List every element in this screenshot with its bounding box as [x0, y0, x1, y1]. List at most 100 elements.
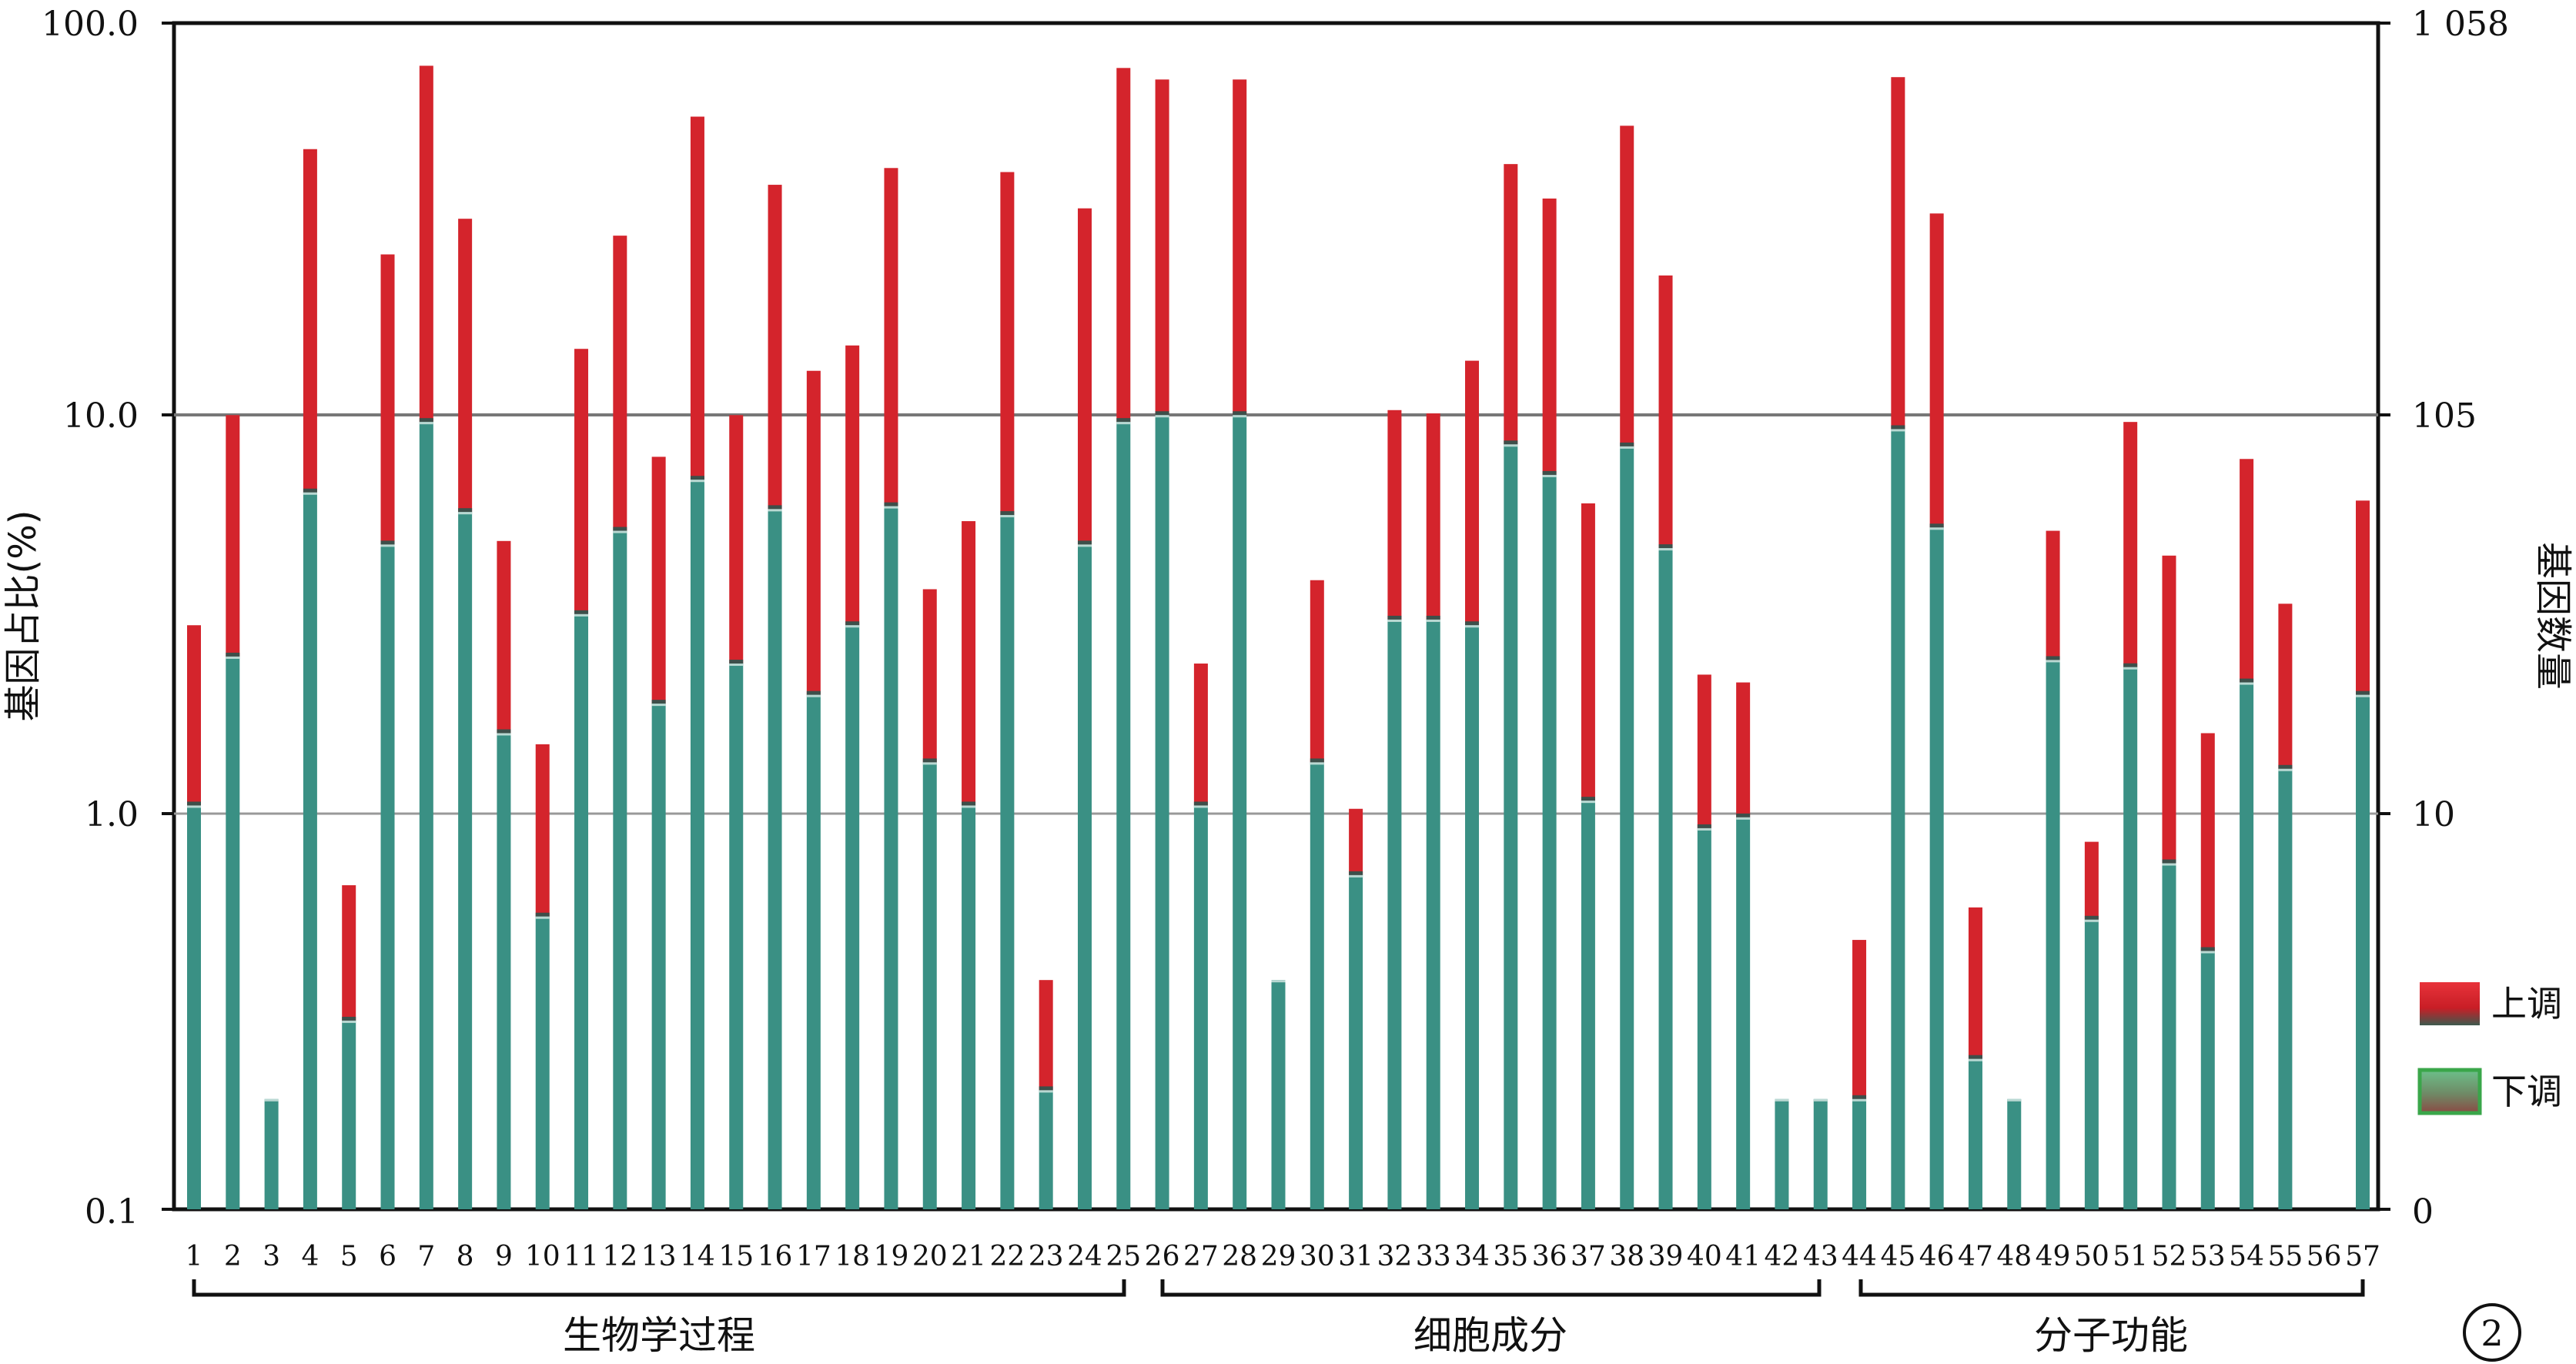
x-tick-label-8: 8 [457, 1241, 474, 1272]
x-tick-label-7: 7 [417, 1241, 435, 1272]
bar-down-20 [922, 762, 937, 1209]
bar-down-top-50 [2084, 919, 2099, 922]
bar-divider-36 [1542, 470, 1557, 475]
bar-down-top-19 [884, 506, 898, 509]
bar-down-top-28 [1233, 415, 1247, 418]
y-right-tick-label: 1 058 [2412, 5, 2509, 44]
bar-down-46 [1929, 527, 1944, 1209]
bar-divider-46 [1929, 523, 1944, 528]
legend: 上调 下调 [2417, 982, 2562, 1115]
bar-up-23 [1039, 980, 1053, 1091]
bar-down-top-51 [2123, 667, 2138, 670]
bar-up-14 [690, 116, 704, 480]
bar-divider-31 [1349, 871, 1363, 875]
bar-down-3 [264, 1098, 279, 1209]
bar-up-34 [1465, 360, 1480, 626]
bar-down-top-29 [1271, 980, 1286, 983]
bar-down-39 [1658, 548, 1673, 1209]
legend-label-up: 上调 [2491, 983, 2562, 1025]
bar-divider-37 [1581, 797, 1595, 801]
bar-down-top-18 [845, 625, 860, 628]
x-tick-label-2: 2 [224, 1241, 242, 1272]
bar-down-top-34 [1465, 625, 1480, 628]
bar-divider-22 [1000, 511, 1015, 516]
group-label-biological-process: 生物学过程 [563, 1313, 755, 1358]
x-tick-label-46: 46 [1919, 1241, 1955, 1272]
bar-up-40 [1697, 674, 1711, 828]
bar-up-15 [729, 415, 744, 664]
bar-up-50 [2084, 841, 2099, 920]
bar-down-50 [2084, 919, 2099, 1209]
bar-up-31 [1349, 808, 1363, 875]
bar-down-top-37 [1581, 801, 1595, 804]
bar-up-38 [1620, 125, 1634, 446]
y-right-ticks: 0 10 105 1 058 [2378, 5, 2509, 1232]
bar-down-15 [729, 664, 744, 1209]
x-tick-label-14: 14 [680, 1241, 715, 1272]
bar-divider-10 [535, 912, 550, 917]
bar-down-31 [1349, 874, 1363, 1209]
bar-down-top-22 [1000, 515, 1015, 518]
bar-down-top-44 [1852, 1098, 1867, 1102]
bar-divider-52 [2162, 859, 2176, 864]
x-tick-label-44: 44 [1842, 1241, 1877, 1272]
x-tick-label-27: 27 [1183, 1241, 1219, 1272]
bar-divider-19 [884, 502, 898, 506]
bar-up-9 [497, 540, 511, 734]
bar-divider-50 [2084, 915, 2099, 920]
bar-divider-2 [226, 652, 240, 657]
group-bracket-molecular-function [1858, 1279, 2365, 1297]
bar-down-57 [2356, 694, 2370, 1209]
bar-up-28 [1233, 79, 1247, 416]
bar-up-52 [2162, 555, 2176, 864]
bar-up-5 [342, 885, 356, 1021]
bar-down-top-4 [303, 492, 317, 495]
bar-down-44 [1852, 1098, 1867, 1209]
x-tick-label-13: 13 [641, 1241, 677, 1272]
x-tick-label-55: 55 [2267, 1241, 2303, 1272]
bar-down-top-20 [922, 762, 937, 765]
bar-divider-21 [962, 801, 976, 806]
bar-divider-23 [1039, 1086, 1053, 1091]
x-tick-label-20: 20 [912, 1241, 948, 1272]
bar-down-top-40 [1697, 827, 1711, 831]
bar-down-top-57 [2356, 694, 2370, 697]
bar-down-top-7 [419, 422, 433, 425]
bar-down-top-9 [497, 733, 511, 736]
bar-down-top-48 [2007, 1098, 2022, 1102]
x-tick-label-15: 15 [718, 1241, 754, 1272]
bar-down-top-16 [768, 509, 782, 512]
bar-divider-51 [2123, 663, 2138, 667]
x-tick-label-25: 25 [1106, 1241, 1141, 1272]
bar-down-21 [962, 805, 976, 1209]
bar-down-top-32 [1387, 619, 1402, 622]
bar-up-54 [2240, 459, 2254, 683]
bar-divider-24 [1077, 540, 1092, 545]
bar-down-29 [1271, 980, 1286, 1209]
bar-up-18 [845, 345, 860, 626]
bar-down-54 [2240, 682, 2254, 1209]
bar-down-top-21 [962, 805, 976, 808]
bar-down-top-12 [613, 530, 627, 533]
bar-down-top-52 [2162, 863, 2176, 866]
x-tick-label-52: 52 [2152, 1241, 2187, 1272]
bar-down-19 [884, 506, 898, 1209]
bar-divider-47 [1968, 1055, 1982, 1059]
x-tick-label-35: 35 [1493, 1241, 1528, 1272]
bar-down-top-11 [574, 613, 589, 617]
bar-divider-7 [419, 418, 433, 423]
bar-down-14 [690, 480, 704, 1209]
bar-up-36 [1542, 198, 1557, 475]
bar-down-top-43 [1813, 1098, 1828, 1102]
bar-divider-20 [922, 758, 937, 763]
x-tick-label-36: 36 [1532, 1241, 1567, 1272]
bar-divider-57 [2356, 690, 2370, 695]
bar-up-33 [1426, 413, 1440, 620]
x-tick-label-16: 16 [758, 1241, 793, 1272]
bar-down-11 [574, 613, 589, 1209]
bar-down-top-38 [1620, 446, 1634, 449]
legend-swatch-down [2417, 1068, 2482, 1115]
bar-divider-44 [1852, 1095, 1867, 1099]
x-tick-label-33: 33 [1416, 1241, 1451, 1272]
x-tick-label-21: 21 [951, 1241, 986, 1272]
